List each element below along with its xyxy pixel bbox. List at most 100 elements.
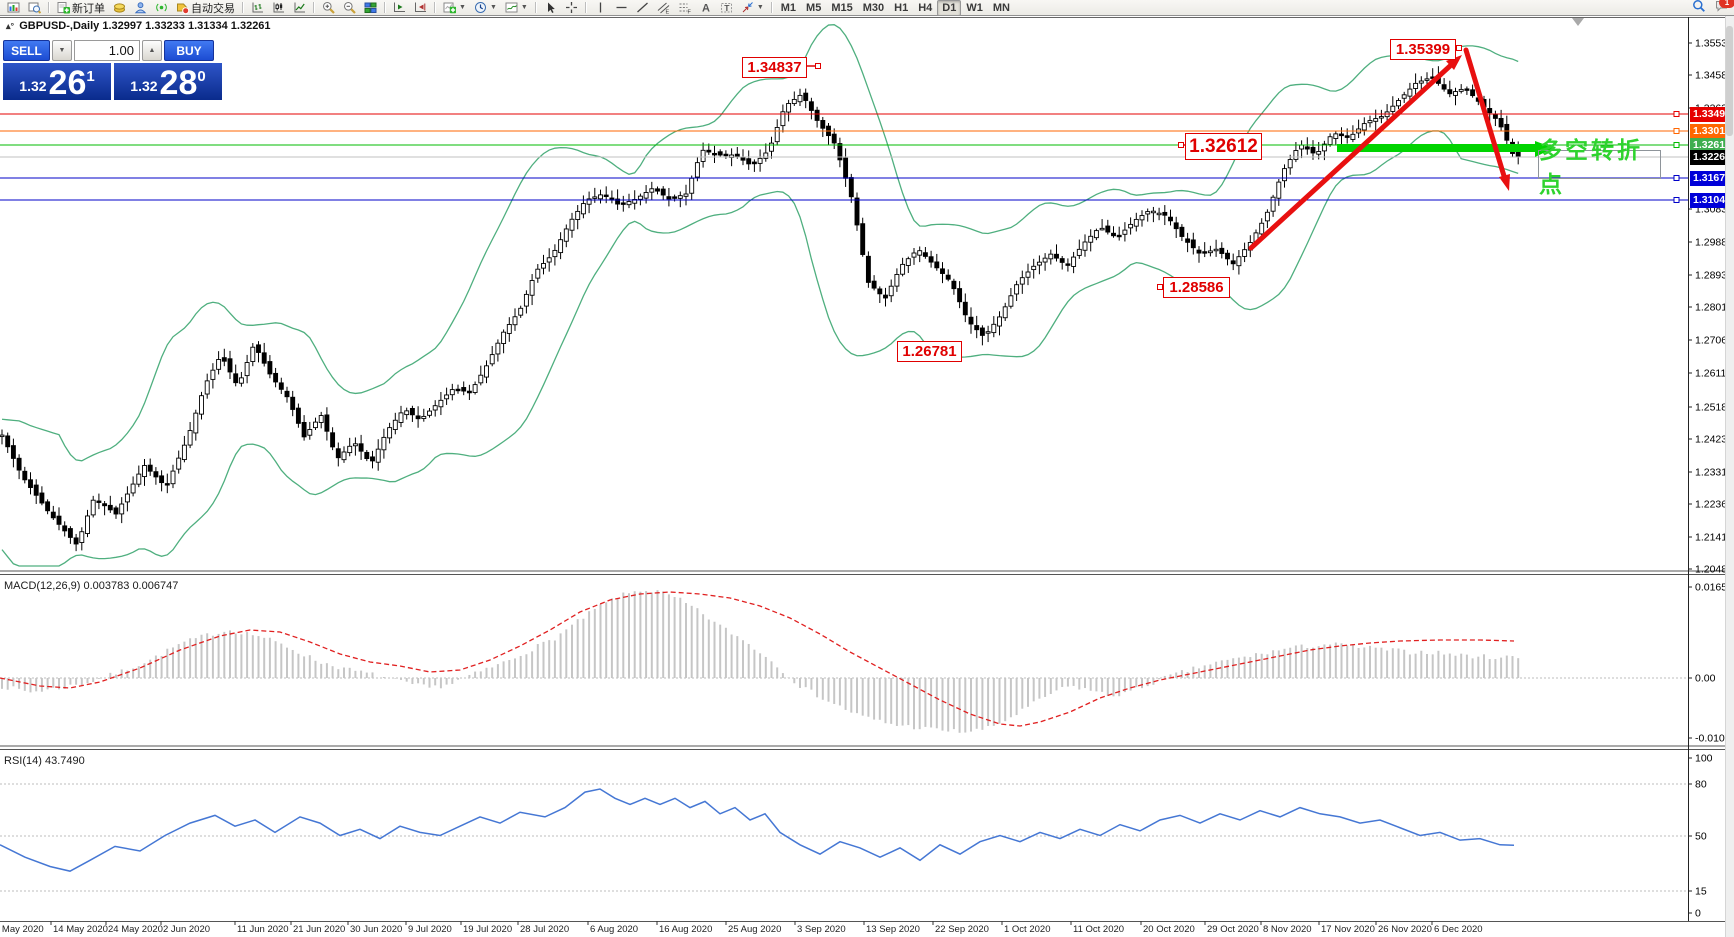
volume-input[interactable] — [74, 40, 140, 61]
community-button[interactable] — [130, 0, 151, 16]
volume-decrease-button[interactable]: ▼ — [52, 40, 72, 61]
scrollbar-thumb[interactable] — [1726, 26, 1733, 136]
svg-text:T: T — [724, 3, 730, 13]
zoom-in-button[interactable] — [318, 0, 339, 16]
history-center-button[interactable] — [109, 0, 130, 16]
timeframe-m15-button[interactable]: M15 — [831, 1, 853, 14]
scrollbar[interactable] — [1725, 16, 1734, 937]
new-order-button[interactable]: 新订单 — [53, 0, 109, 16]
svg-text:A: A — [702, 3, 710, 15]
toolbar-group-chart-types — [247, 0, 310, 16]
axes: 1.355351.345851.336351.308351.298851.289… — [0, 17, 1734, 925]
crosshair-button[interactable] — [561, 0, 582, 16]
zoom-window-icon — [28, 2, 41, 14]
level-anchor[interactable] — [1673, 197, 1680, 203]
new-chart-button[interactable] — [3, 0, 24, 16]
text-icon: A — [702, 3, 710, 15]
price-annotation-1.32612[interactable]: 1.32612 — [1185, 133, 1262, 160]
rsi-panel[interactable] — [0, 783, 1688, 892]
toolbar-group-timeframes: M1 M5 M15 M30 H1 H4 D1 W1 MN — [776, 0, 1015, 16]
candle-chart-icon — [273, 2, 284, 13]
auto-scroll-button[interactable] — [389, 0, 410, 16]
signals-button[interactable] — [151, 0, 172, 16]
svg-text:80: 80 — [1695, 779, 1707, 791]
timeframe-d1-button[interactable]: D1 — [937, 0, 962, 16]
line-chart-icon — [294, 2, 305, 13]
text-label-button[interactable]: T — [716, 0, 737, 16]
thick-green-support-line[interactable] — [1337, 144, 1535, 152]
level-anchor[interactable] — [1673, 111, 1680, 117]
level-anchor[interactable] — [1673, 128, 1680, 134]
sell-button[interactable]: SELL — [3, 40, 50, 61]
volume-increase-button[interactable]: ▲ — [142, 40, 162, 61]
date-label: 6 Dec 2020 — [1434, 924, 1483, 935]
vertical-line-button[interactable] — [590, 0, 611, 16]
indicators-button[interactable]: ▼ — [439, 0, 470, 16]
one-click-trading-panel: SELL ▼ ▲ BUY 1.32 26 1 1.32 28 0 — [3, 40, 222, 100]
price-annotation-1.28586[interactable]: 1.28586 — [1163, 277, 1230, 298]
candle-chart-button[interactable] — [268, 0, 289, 16]
trend-down-line-arrowhead — [1499, 174, 1510, 191]
chart-shift-marker[interactable] — [1572, 18, 1584, 26]
auto-trading-button[interactable]: 自动交易 — [172, 0, 239, 16]
main-chart-panel[interactable] — [0, 18, 1688, 567]
toolbar-separator — [434, 2, 436, 13]
date-label: 2 Jun 2020 — [163, 924, 211, 935]
symbol-header: ▴° GBPUSD-,Daily 1.32997 1.33233 1.31334… — [6, 20, 271, 32]
buy-button[interactable]: BUY — [164, 40, 214, 61]
macd-panel[interactable] — [0, 590, 1688, 733]
chart-profiles-button[interactable] — [24, 0, 45, 16]
notification-badge: 1 — [1719, 0, 1734, 8]
chart-window-icon — [7, 2, 20, 13]
level-anchor[interactable] — [1673, 175, 1680, 181]
periods-button[interactable]: ▼ — [470, 0, 501, 16]
svg-text:1.23310: 1.23310 — [1695, 467, 1733, 479]
price-annotation-1.26781[interactable]: 1.26781 — [897, 341, 962, 362]
price-tag-1.31673: 1.31673 — [1690, 170, 1733, 186]
search-button[interactable] — [1692, 0, 1705, 17]
timeframe-w1-button[interactable]: W1 — [966, 1, 983, 14]
cursor-button[interactable] — [540, 0, 561, 16]
equidistant-channel-button[interactable]: E — [653, 0, 674, 16]
date-label: 11 Jun 2020 — [237, 924, 289, 935]
svg-text:1.22360: 1.22360 — [1695, 499, 1733, 511]
arrows-button[interactable]: ▼ — [737, 0, 768, 16]
templates-button[interactable]: ▼ — [501, 0, 532, 16]
trend-up-line[interactable] — [1248, 63, 1453, 251]
timeframe-h1-button[interactable]: H1 — [894, 1, 909, 14]
svg-text:1.20485: 1.20485 — [1695, 564, 1733, 576]
timeframe-m1-button[interactable]: M1 — [780, 1, 797, 14]
symbol-arrow-icon: ▴° — [6, 21, 15, 31]
notifications-button[interactable]: 1 — [1715, 0, 1734, 17]
horizontal-line-button[interactable] — [611, 0, 632, 16]
timeframe-m5-button[interactable]: M5 — [806, 1, 822, 14]
line-chart-button[interactable] — [289, 0, 310, 16]
fibonacci-button[interactable]: F — [674, 0, 695, 16]
zoom-out-button[interactable] — [339, 0, 360, 16]
svg-text:1.28010: 1.28010 — [1695, 302, 1733, 314]
date-label: 25 Aug 2020 — [728, 924, 782, 935]
svg-text:100: 100 — [1695, 753, 1713, 765]
buy-price[interactable]: 1.32 28 0 — [114, 63, 222, 100]
timeframe-h4-button[interactable]: H4 — [918, 1, 933, 14]
sell-price[interactable]: 1.32 26 1 — [3, 63, 111, 100]
timeframe-m30-button[interactable]: M30 — [862, 1, 885, 14]
tile-windows-button[interactable] — [360, 0, 381, 16]
trendline-button[interactable] — [632, 0, 653, 16]
timeframe-mn-button[interactable]: MN — [992, 1, 1010, 14]
turning-point-note[interactable]: 多空转折点 — [1538, 137, 1661, 197]
chart-shift-icon — [415, 2, 426, 12]
buy-price-sup: 0 — [197, 68, 206, 85]
trend-down-line[interactable] — [1463, 47, 1507, 179]
price-annotation-1.35399[interactable]: 1.35399 — [1390, 39, 1456, 60]
date-label: 28 Jul 2020 — [520, 924, 570, 935]
date-label: 13 Sep 2020 — [866, 924, 920, 935]
text-button[interactable]: A — [695, 0, 716, 16]
chart-shift-button[interactable] — [410, 0, 431, 16]
level-anchor[interactable] — [1673, 142, 1680, 148]
bar-chart-button[interactable] — [247, 0, 268, 16]
new-order-label: 新订单 — [72, 2, 105, 15]
price-annotation-1.34837[interactable]: 1.34837 — [742, 57, 807, 78]
